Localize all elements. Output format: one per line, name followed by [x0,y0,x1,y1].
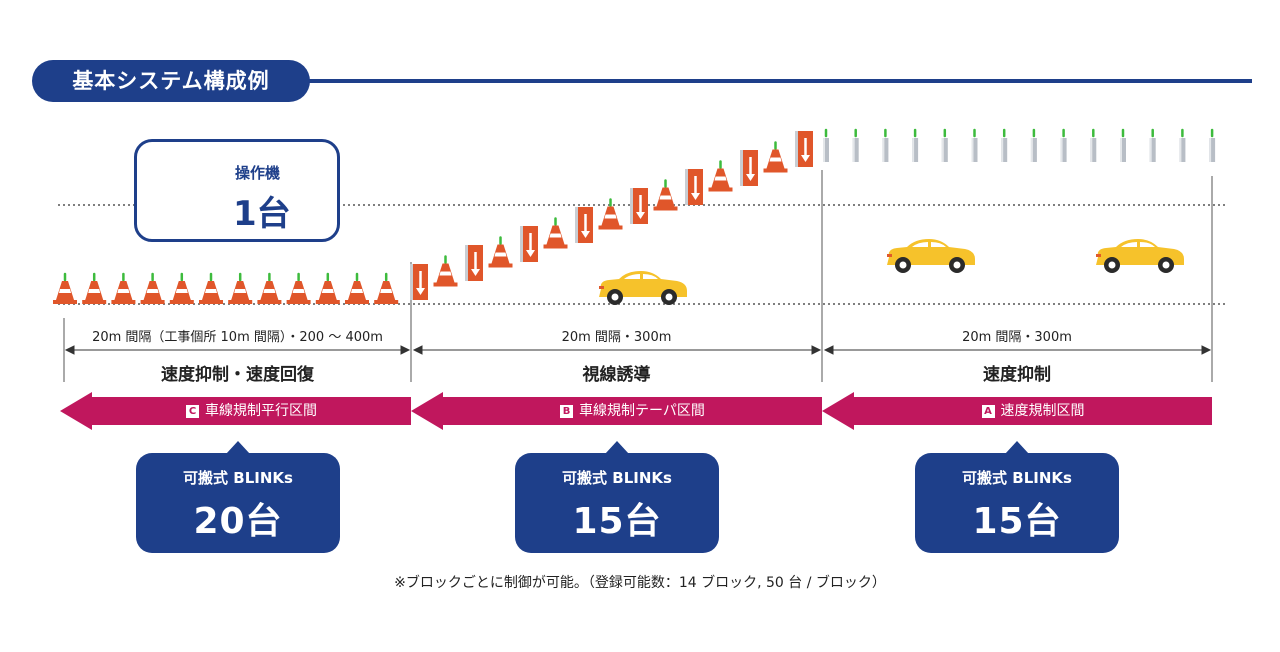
zone-label-text: 車線規制平行区間 [205,403,317,419]
traffic-cone-icon [169,272,194,304]
traffic-cone-icon [598,198,623,230]
traffic-cone-icon [374,272,399,304]
traffic-cone-icon [433,255,458,287]
header-rule [300,79,1252,83]
delineator-post-icon [852,128,859,162]
zone-label-c: C 車線規制平行区間 [92,401,411,421]
zone-badge: A [981,405,995,418]
zone-label-text: 車線規制テーパ区間 [579,403,705,419]
callout-label: 可搬式 BLINKs [562,469,672,487]
section-title: 速度抑制 [983,365,1051,385]
traffic-cone-icon [82,272,107,304]
traffic-cone-icon [199,272,223,304]
callout-label: 可搬式 BLINKs [962,469,1072,487]
delineator-post-icon [912,128,919,162]
callout-count: 15台 [972,501,1062,542]
traffic-cone-icon [53,272,77,304]
arrow-sign-icon [685,169,703,205]
arrow-sign-icon [575,207,593,243]
traffic-cone-icon [653,179,678,211]
delineator-post-icon [1120,128,1126,162]
callout-count: 20台 [193,501,283,542]
zone-arrow-a [822,392,1212,430]
dimension-arrow [412,345,822,355]
controller-label: 操作機 [235,164,281,182]
arrow-sign-icon [740,150,758,186]
delineator-post-icon [1179,128,1186,162]
delineator-post-icon [971,128,978,162]
arrow-sign-icon [465,245,483,281]
blinks-count-callout: 可搬式 BLINKs 15台 [915,441,1119,553]
traffic-cone-icon [228,272,253,304]
delineator-post-icon [823,128,829,162]
zone-label-text: 速度規制区間 [1000,403,1085,419]
traffic-cone-icon [286,272,311,304]
page-title: 基本システム構成例 [32,60,310,102]
zone-arrow-c [60,392,411,430]
traffic-cone-icon [257,272,282,304]
traffic-cone-icon [140,272,165,304]
controller-card: 操作機 1台 [134,139,340,242]
dimension-arrow [64,345,411,355]
delineator-post-icon [1001,128,1008,162]
dimension-arrow [823,345,1212,355]
arrow-sign-icon [410,264,428,300]
zone-arrow-b [411,392,822,430]
section-title: 速度抑制・速度回復 [161,365,314,385]
traffic-cone-icon [111,272,136,304]
traffic-cone-icon [543,217,568,249]
zone-badge: B [560,405,574,418]
delineator-post-icon [1209,128,1216,162]
callout-count: 15台 [572,501,662,542]
car-icon [887,239,975,273]
delineator-post-icon [1149,128,1156,162]
section-title: 視線誘導 [582,365,651,385]
arrow-sign-icon [520,226,538,262]
delineator-post-icon [1030,128,1037,162]
arrow-sign-icon [630,188,648,224]
traffic-cone-icon [488,236,513,268]
blinks-count-callout: 可搬式 BLINKs 15台 [515,441,719,553]
zone-badge: C [186,405,199,418]
section-distance: 20m 間隔（工事個所 10m 間隔）・200 〜 400m [92,330,383,345]
delineator-post-icon [1090,128,1097,162]
traffic-cone-icon [763,141,788,173]
car-icon [1096,239,1184,273]
zone-label-b: B 車線規制テーパ区間 [443,401,822,421]
zone-label-a: A 速度規制区間 [854,401,1212,421]
traffic-cone-icon [315,272,340,304]
arrow-sign-icon [795,131,813,167]
section-distance: 20m 間隔・300m [962,330,1072,345]
delineator-post-icon [941,128,948,162]
section-distance: 20m 間隔・300m [561,330,672,345]
delineator-post-icon [882,128,889,162]
callout-label: 可搬式 BLINKs [183,469,293,487]
delineator-post-icon [1060,128,1067,162]
controller-count: 1台 [233,194,291,234]
car-icon [599,271,687,305]
footnote: ※ブロックごとに制御が可能。（登録可能数：14 ブロック, 50 台 / ブロッ… [394,575,886,591]
traffic-cone-icon [708,160,733,192]
traffic-cone-icon [345,272,369,304]
blinks-count-callout: 可搬式 BLINKs 20台 [136,441,340,553]
